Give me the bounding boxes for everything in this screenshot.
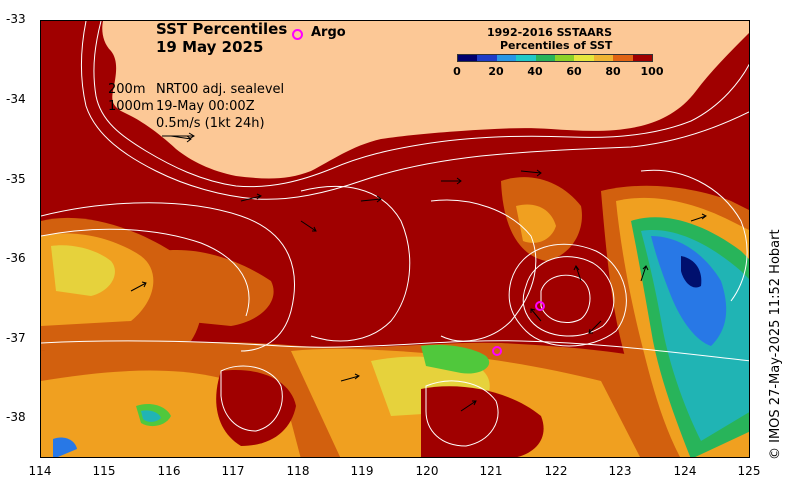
lon-tick-label: 114: [28, 464, 52, 478]
scale-label: 0.5m/s (1kt 24h): [156, 116, 265, 131]
eddy-contour-inner: [540, 274, 591, 323]
contour-200m: [93, 21, 749, 188]
vector-arrow: [460, 400, 477, 412]
south-green-patch: [421, 344, 490, 374]
colorbar-segment: [535, 55, 556, 61]
sealevel-label: NRT00 adj. sealevel: [156, 82, 285, 97]
west-mid-patch-2: [161, 250, 274, 326]
colorbar-segment: [632, 55, 653, 61]
eddy-contour-outer: [508, 243, 627, 347]
lon-tick-label: 119: [350, 464, 374, 478]
colorbar-segment: [574, 55, 594, 61]
vector-arrow: [300, 220, 317, 232]
copyright-stamp: © IMOS 27-May-2025 11:52 Hobart: [768, 229, 783, 460]
sealevel-contour-east: [640, 169, 748, 302]
vector-arrow: [360, 195, 382, 203]
lat-tick-label: -35: [6, 172, 26, 186]
west-yellow-patch: [51, 245, 115, 296]
colorbar-tick: 80: [605, 65, 621, 78]
lat-tick-label: -37: [6, 331, 26, 345]
colorbar-segment: [593, 55, 614, 61]
colorbar-tick: 100: [640, 65, 664, 78]
lon-tick-label: 123: [608, 464, 632, 478]
vector-arrow: [690, 213, 707, 222]
colorbar-segment: [496, 55, 517, 61]
sealevel-contour-4: [430, 199, 537, 342]
vector-arrow: [130, 281, 147, 292]
colorbar-tick: 40: [527, 65, 543, 78]
map-date: 19 May 2025: [156, 38, 264, 56]
time-label: 19-May 00:00Z: [156, 99, 255, 114]
lon-tick-label: 115: [92, 464, 116, 478]
contour-200m-label: 200m: [108, 82, 146, 97]
colorbar-subtitle: Percentiles of SST: [500, 39, 613, 52]
lon-tick-label: 122: [544, 464, 568, 478]
argo-float: [492, 346, 502, 356]
sealevel-contour-south: [41, 340, 749, 362]
vector-arrow: [573, 265, 582, 282]
colorbar-tick: 60: [566, 65, 582, 78]
sealevel-contour-sw: [220, 365, 283, 432]
colorbar-title: 1992-2016 SSTAARS: [487, 26, 613, 39]
colorbar-segment: [613, 55, 633, 61]
lon-tick-label: 118: [286, 464, 310, 478]
lon-tick-label: 117: [221, 464, 245, 478]
east-navy-core: [681, 256, 702, 288]
sst-map[interactable]: [40, 20, 750, 458]
southwest-blue-patch: [53, 437, 77, 457]
lat-tick-label: -34: [6, 92, 26, 106]
colorbar-segment: [458, 55, 478, 61]
sst-percentile-field: [41, 21, 749, 457]
lon-tick-label: 125: [737, 464, 761, 478]
southwest-cyan-patch: [141, 410, 161, 422]
lat-tick-label: -33: [6, 12, 26, 26]
argo-float: [535, 301, 545, 311]
vector-arrow: [640, 265, 649, 282]
colorbar-tick: 20: [488, 65, 504, 78]
south-red-core-2: [216, 370, 296, 446]
east-blue-core: [651, 236, 727, 346]
colorbar-segment: [516, 55, 536, 61]
vector-arrow: [441, 177, 462, 185]
sealevel-contour-s: [425, 380, 499, 447]
sealevel-contour-3: [300, 186, 411, 342]
sealevel-contour-2: [41, 228, 250, 317]
vector-arrow: [588, 320, 602, 334]
contour-1000m-label: 1000m: [108, 99, 154, 114]
contour-1000m: [81, 21, 749, 200]
colorbar-segment: [477, 55, 497, 61]
lon-tick-label: 124: [673, 464, 697, 478]
vector-arrow: [340, 373, 360, 382]
scale-arrow-icon: [162, 132, 195, 140]
colorbar-segment: [555, 55, 575, 61]
lat-tick-label: -38: [6, 410, 26, 424]
argo-marker-icon: [292, 29, 303, 40]
lon-tick-label: 116: [157, 464, 181, 478]
south-red-core: [421, 386, 544, 457]
colorbar-tick: 0: [453, 65, 461, 78]
argo-legend-label: Argo: [311, 25, 346, 40]
vector-arrow: [240, 193, 262, 202]
vector-arrow: [520, 169, 542, 177]
map-title: SST Percentiles: [156, 20, 288, 38]
lon-tick-label: 121: [479, 464, 503, 478]
lon-tick-label: 120: [415, 464, 439, 478]
vector-arrow: [530, 308, 542, 322]
sealevel-contour-1: [41, 202, 295, 352]
lat-tick-label: -36: [6, 251, 26, 265]
current-vectors: [130, 135, 707, 412]
colorbar: [457, 54, 653, 62]
eddy-contour-mid: [522, 256, 615, 337]
north-central-mid-patch: [516, 204, 556, 243]
